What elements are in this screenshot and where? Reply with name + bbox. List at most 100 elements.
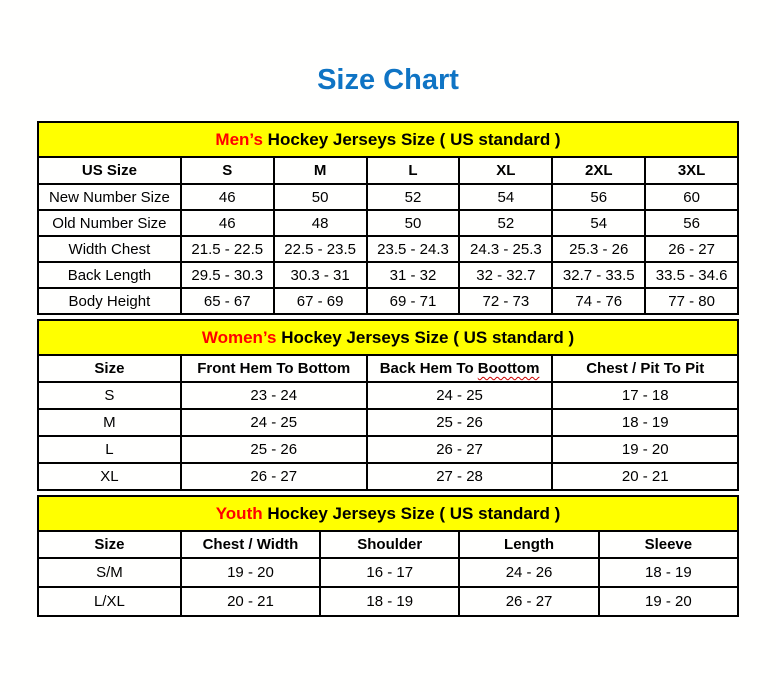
data-cell: 20 - 21 — [551, 462, 739, 491]
womens-header-cell: Chest / Pit To Pit — [551, 354, 739, 383]
data-cell: 50 — [365, 209, 461, 237]
youth-row-sm: S/M 19 - 20 16 - 17 24 - 26 18 - 19 — [37, 557, 740, 588]
mens-header-cell: XL — [458, 156, 554, 185]
data-cell: 18 - 19 — [551, 408, 739, 437]
mens-header-row: US Size S M L XL 2XL 3XL — [37, 156, 739, 185]
data-cell: 24 - 26 — [458, 557, 600, 588]
data-cell: 24 - 25 — [179, 408, 368, 437]
youth-header-cell: Size — [37, 530, 182, 559]
row-label: New Number Size — [37, 183, 182, 211]
data-cell: 69 - 71 — [365, 287, 461, 315]
data-cell: 19 - 20 — [551, 435, 739, 464]
youth-banner-row: Youth Hockey Jerseys Size ( US standard … — [37, 495, 739, 532]
mens-header-cell: L — [365, 156, 461, 185]
data-cell: 19 - 20 — [597, 586, 740, 617]
data-cell: 52 — [365, 183, 461, 211]
data-cell: 25.3 - 26 — [551, 235, 647, 263]
womens-header-cell: Size — [37, 354, 182, 383]
data-cell: 46 — [179, 209, 275, 237]
data-cell: 77 - 80 — [644, 287, 739, 315]
data-cell: 52 — [458, 209, 554, 237]
youth-size-table: Youth Hockey Jerseys Size ( US standard … — [37, 495, 740, 617]
row-label: Back Length — [37, 261, 182, 289]
youth-header-row: Size Chest / Width Shoulder Length Sleev… — [37, 530, 740, 559]
data-cell: 26 - 27 — [644, 235, 739, 263]
data-cell: 27 - 28 — [365, 462, 554, 491]
youth-banner-text: Hockey Jerseys Size ( US standard ) — [262, 503, 561, 523]
data-cell: 16 - 17 — [319, 557, 461, 588]
womens-banner: Women’s Hockey Jerseys Size ( US standar… — [37, 319, 739, 356]
womens-row-m: M 24 - 25 25 - 26 18 - 19 — [37, 408, 739, 437]
data-cell: 33.5 - 34.6 — [644, 261, 739, 289]
data-cell: 25 - 26 — [179, 435, 368, 464]
womens-header-cell: Front Hem To Bottom — [179, 354, 368, 383]
data-cell: 54 — [458, 183, 554, 211]
mens-header-cell: M — [272, 156, 368, 185]
data-cell: 31 - 32 — [365, 261, 461, 289]
data-cell: 60 — [644, 183, 739, 211]
youth-header-cell: Shoulder — [319, 530, 461, 559]
data-cell: 48 — [272, 209, 368, 237]
mens-row-back-length: Back Length 29.5 - 30.3 30.3 - 31 31 - 3… — [37, 261, 739, 289]
data-cell: 74 - 76 — [551, 287, 647, 315]
youth-header-cell: Chest / Width — [179, 530, 322, 559]
data-cell: 46 — [179, 183, 275, 211]
womens-size-table: Women’s Hockey Jerseys Size ( US standar… — [37, 319, 739, 491]
data-cell: 18 - 19 — [319, 586, 461, 617]
mens-row-width-chest: Width Chest 21.5 - 22.5 22.5 - 23.5 23.5… — [37, 235, 739, 263]
mens-header-cell: 2XL — [551, 156, 647, 185]
data-cell: 65 - 67 — [179, 287, 275, 315]
data-cell: 20 - 21 — [179, 586, 322, 617]
row-label: Old Number Size — [37, 209, 182, 237]
womens-banner-highlight: Women’s — [201, 327, 277, 347]
mens-size-table: Men’s Hockey Jerseys Size ( US standard … — [37, 121, 739, 315]
row-label: M — [37, 408, 182, 437]
row-label: S — [37, 381, 182, 410]
data-cell: 23.5 - 24.3 — [365, 235, 461, 263]
mens-banner-row: Men’s Hockey Jerseys Size ( US standard … — [37, 121, 739, 158]
youth-header-cell: Sleeve — [597, 530, 740, 559]
womens-row-l: L 25 - 26 26 - 27 19 - 20 — [37, 435, 739, 464]
mens-row-new-number-size: New Number Size 46 50 52 54 56 60 — [37, 183, 739, 211]
mens-banner-text: Hockey Jerseys Size ( US standard ) — [262, 129, 561, 149]
data-cell: 56 — [644, 209, 739, 237]
data-cell: 56 — [551, 183, 647, 211]
data-cell: 18 - 19 — [597, 557, 740, 588]
header-text: Back Hem To — [379, 360, 478, 377]
data-cell: 21.5 - 22.5 — [179, 235, 275, 263]
row-label: Width Chest — [37, 235, 182, 263]
data-cell: 24 - 25 — [365, 381, 554, 410]
misspelled-word: Boottom — [477, 360, 540, 377]
mens-header-cell: S — [179, 156, 275, 185]
row-label: L — [37, 435, 182, 464]
youth-banner-highlight: Youth — [215, 503, 263, 523]
mens-header-cell: US Size — [37, 156, 182, 185]
mens-header-cell: 3XL — [644, 156, 739, 185]
mens-row-old-number-size: Old Number Size 46 48 50 52 54 56 — [37, 209, 739, 237]
data-cell: 32.7 - 33.5 — [551, 261, 647, 289]
mens-banner: Men’s Hockey Jerseys Size ( US standard … — [37, 121, 739, 158]
youth-banner: Youth Hockey Jerseys Size ( US standard … — [37, 495, 739, 532]
data-cell: 54 — [551, 209, 647, 237]
womens-row-xl: XL 26 - 27 27 - 28 20 - 21 — [37, 462, 739, 491]
womens-banner-row: Women’s Hockey Jerseys Size ( US standar… — [37, 319, 739, 356]
data-cell: 25 - 26 — [365, 408, 554, 437]
data-cell: 67 - 69 — [272, 287, 368, 315]
data-cell: 32 - 32.7 — [458, 261, 554, 289]
data-cell: 26 - 27 — [458, 586, 600, 617]
data-cell: 72 - 73 — [458, 287, 554, 315]
data-cell: 50 — [272, 183, 368, 211]
data-cell: 17 - 18 — [551, 381, 739, 410]
youth-row-lxl: L/XL 20 - 21 18 - 19 26 - 27 19 - 20 — [37, 586, 740, 617]
data-cell: 26 - 27 — [179, 462, 368, 491]
row-label: XL — [37, 462, 182, 491]
youth-header-cell: Length — [458, 530, 600, 559]
data-cell: 22.5 - 23.5 — [272, 235, 368, 263]
womens-row-s: S 23 - 24 24 - 25 17 - 18 — [37, 381, 739, 410]
row-label: S/M — [37, 557, 182, 588]
data-cell: 26 - 27 — [365, 435, 554, 464]
row-label: L/XL — [37, 586, 182, 617]
mens-row-body-height: Body Height 65 - 67 67 - 69 69 - 71 72 -… — [37, 287, 739, 315]
womens-header-row: Size Front Hem To Bottom Back Hem To Boo… — [37, 354, 739, 383]
